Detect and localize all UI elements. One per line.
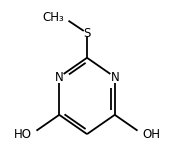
Text: N: N [55,71,64,84]
Text: CH₃: CH₃ [42,11,64,24]
Text: N: N [110,71,119,84]
Text: S: S [83,27,91,40]
Text: HO: HO [13,128,31,141]
Text: OH: OH [143,128,161,141]
